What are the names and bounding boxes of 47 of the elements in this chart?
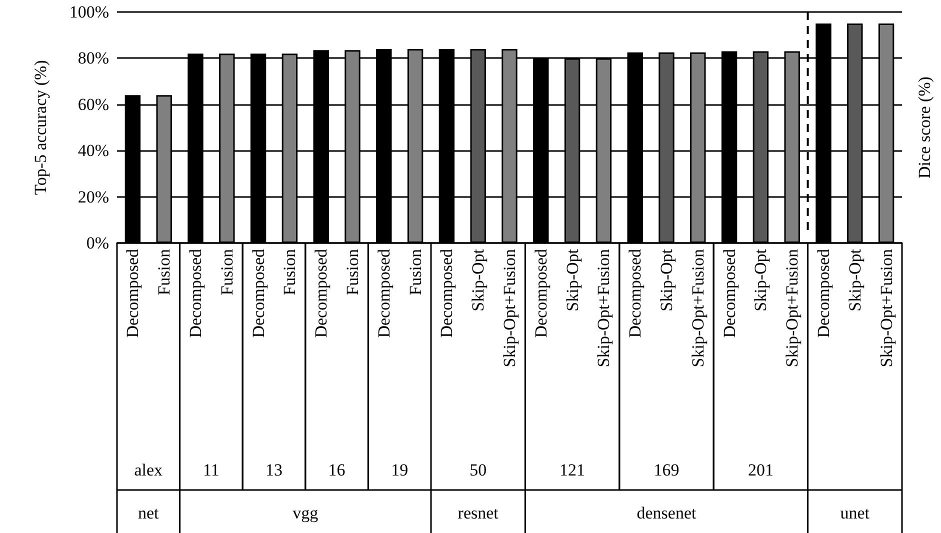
x-tick-label: Decomposed bbox=[531, 248, 550, 338]
x-tick-label: Skip-Opt bbox=[845, 248, 864, 312]
text: 169 bbox=[654, 460, 680, 480]
x-tick-label: Decomposed bbox=[248, 248, 268, 338]
text: 19 bbox=[391, 460, 408, 480]
x-tick-label: Skip-Opt+Fusion bbox=[782, 248, 802, 368]
text: net bbox=[138, 504, 160, 522]
y-tick-label: 20% bbox=[78, 187, 109, 206]
text: 50 bbox=[470, 460, 487, 480]
x-tick-label: Skip-Opt+Fusion bbox=[500, 248, 519, 368]
x-tick-label: Skip-Opt+Fusion bbox=[688, 248, 708, 368]
y-tick-label: 0% bbox=[86, 234, 109, 252]
x-tick-label: Skip-Opt+Fusion bbox=[876, 248, 896, 368]
x-tick-label: Decomposed bbox=[626, 248, 645, 338]
x-tick-label: Decomposed bbox=[720, 248, 739, 338]
x-tick-label: Skip-Opt+Fusion bbox=[594, 248, 614, 368]
text: unet bbox=[840, 504, 870, 522]
x-tick-label: Decomposed bbox=[437, 248, 456, 338]
y-tick-label: 60% bbox=[78, 94, 109, 114]
x-tick-label: Skip-Opt bbox=[468, 248, 488, 312]
x-tick-label: Fusion bbox=[217, 248, 236, 296]
x-tick-label: Fusion bbox=[406, 248, 425, 296]
x-tick-label: Skip-Opt bbox=[657, 248, 676, 312]
text: 13 bbox=[266, 460, 282, 480]
x-tick-label: Decomposed bbox=[374, 248, 394, 338]
text: alex bbox=[134, 460, 164, 480]
text: 121 bbox=[560, 460, 586, 480]
text: 16 bbox=[328, 460, 346, 480]
y2-axis-title: Dice score (%) bbox=[915, 76, 934, 178]
x-tick-label: Fusion bbox=[343, 248, 362, 296]
x-tick-label: Decomposed bbox=[186, 248, 205, 338]
y-tick-label: 100% bbox=[69, 2, 109, 22]
text: 11 bbox=[203, 460, 220, 480]
x-tick-label: Fusion bbox=[280, 248, 300, 296]
x-tick-label: Fusion bbox=[154, 248, 174, 296]
text: vgg bbox=[292, 504, 319, 522]
y-axis-title: Top-5 accuracy (%) bbox=[31, 60, 50, 195]
text: resnet bbox=[458, 504, 499, 522]
y-tick-label: 80% bbox=[78, 48, 109, 68]
x-tick-label: Decomposed bbox=[123, 248, 142, 338]
text: densenet bbox=[636, 504, 697, 522]
x-tick-label: Skip-Opt bbox=[562, 248, 582, 312]
x-tick-label: Decomposed bbox=[814, 248, 833, 338]
x-tick-label: Skip-Opt bbox=[751, 248, 770, 312]
x-tick-label: Decomposed bbox=[312, 248, 331, 338]
text: 201 bbox=[748, 460, 774, 480]
y-tick-label: 40% bbox=[78, 141, 109, 160]
